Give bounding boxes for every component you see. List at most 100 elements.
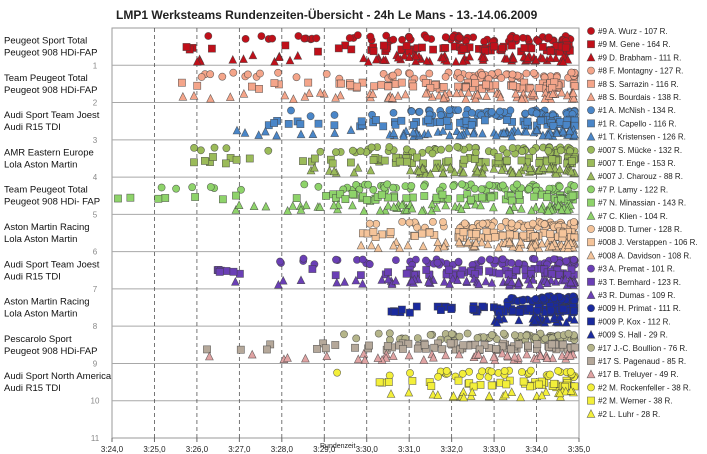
point-circle <box>406 369 414 377</box>
point-square <box>487 381 496 390</box>
point-circle <box>487 331 496 339</box>
point-square <box>436 306 445 314</box>
legend: #9 A. Wurz - 107 R. #9 M. Gene - 164 R. #9… <box>586 27 698 419</box>
legend-label: #7 C. Klien - 104 R. <box>598 212 668 221</box>
point-circle <box>197 73 206 81</box>
point-triangle <box>393 91 403 100</box>
point-square <box>548 155 557 164</box>
point-square <box>341 195 350 203</box>
point-circle <box>508 70 517 79</box>
point-square <box>587 79 595 88</box>
point-square <box>347 45 356 54</box>
point-circle <box>330 111 339 119</box>
point-triangle <box>349 167 359 177</box>
point-triangle <box>489 202 498 212</box>
point-circle <box>439 218 447 226</box>
legend-label: #007 J. Charouz - 88 R. <box>598 172 683 181</box>
point-square <box>562 121 571 129</box>
point-square <box>476 380 485 389</box>
point-triangle <box>517 94 527 103</box>
point-square <box>587 277 595 286</box>
point-circle <box>348 146 357 155</box>
point-triangle <box>467 387 477 397</box>
point-square <box>331 341 340 349</box>
point-circle <box>405 33 413 41</box>
point-triangle <box>538 53 548 63</box>
point-square <box>436 118 444 126</box>
point-triangle <box>452 88 461 98</box>
point-triangle <box>228 54 238 64</box>
point-circle <box>385 329 394 338</box>
point-circle <box>241 35 250 43</box>
point-square <box>201 157 209 165</box>
point-circle <box>237 185 245 194</box>
point-square <box>384 378 393 386</box>
point-circle <box>544 146 553 155</box>
point-triangle <box>404 52 414 62</box>
point-square <box>397 305 406 314</box>
point-triangle <box>522 349 532 359</box>
point-triangle <box>289 94 298 103</box>
point-circle <box>413 334 422 342</box>
point-square <box>587 40 595 49</box>
point-triangle <box>507 131 517 141</box>
point-square <box>519 377 528 386</box>
point-triangle <box>247 349 257 359</box>
point-square <box>337 79 346 88</box>
point-triangle <box>375 205 385 215</box>
point-triangle <box>494 311 504 321</box>
point-triangle <box>389 240 398 250</box>
point-triangle <box>332 277 342 287</box>
point-square <box>587 238 595 247</box>
point-square <box>515 190 523 199</box>
point-square <box>161 194 170 202</box>
point-triangle <box>516 392 525 402</box>
point-triangle <box>346 125 356 134</box>
point-triangle <box>270 56 279 66</box>
point-triangle <box>301 200 311 210</box>
point-circle <box>428 149 437 158</box>
point-circle <box>457 180 466 189</box>
point-square <box>346 81 355 89</box>
point-triangle <box>389 202 399 211</box>
point-square <box>469 382 478 391</box>
point-triangle <box>557 205 566 214</box>
point-triangle <box>285 55 295 65</box>
legend-label: #2 M. Rockenfeller - 38 R. <box>598 383 691 392</box>
x-tick-label: 3:25,0 <box>143 445 166 454</box>
x-tick-label: 3:30,0 <box>356 445 379 454</box>
point-circle <box>587 185 595 194</box>
point-triangle <box>514 278 523 287</box>
point-square <box>281 41 290 50</box>
point-triangle <box>407 275 417 285</box>
point-circle <box>294 32 303 40</box>
point-circle <box>287 106 295 115</box>
point-square <box>390 307 399 316</box>
point-square <box>219 195 227 204</box>
point-square <box>191 193 199 201</box>
point-square <box>549 122 558 130</box>
point-circle <box>463 329 472 338</box>
point-circle <box>470 184 479 193</box>
point-square <box>270 79 279 87</box>
point-square <box>395 157 404 166</box>
point-triangle <box>509 202 519 211</box>
point-triangle <box>348 200 357 210</box>
point-triangle <box>340 277 349 286</box>
point-circle <box>389 183 397 192</box>
point-circle <box>389 109 398 117</box>
point-triangle <box>530 316 540 326</box>
point-triangle <box>445 279 454 288</box>
point-square <box>358 78 367 87</box>
point-circle <box>503 149 511 158</box>
point-triangle <box>565 313 575 322</box>
point-triangle <box>507 277 517 286</box>
point-square <box>397 78 406 87</box>
point-square <box>444 157 453 166</box>
point-triangle <box>565 350 575 360</box>
team-label-line2: Peugeot 908 HDi-FAP <box>4 346 97 357</box>
point-square <box>523 117 532 126</box>
point-triangle <box>527 205 536 215</box>
point-triangle <box>489 352 499 361</box>
